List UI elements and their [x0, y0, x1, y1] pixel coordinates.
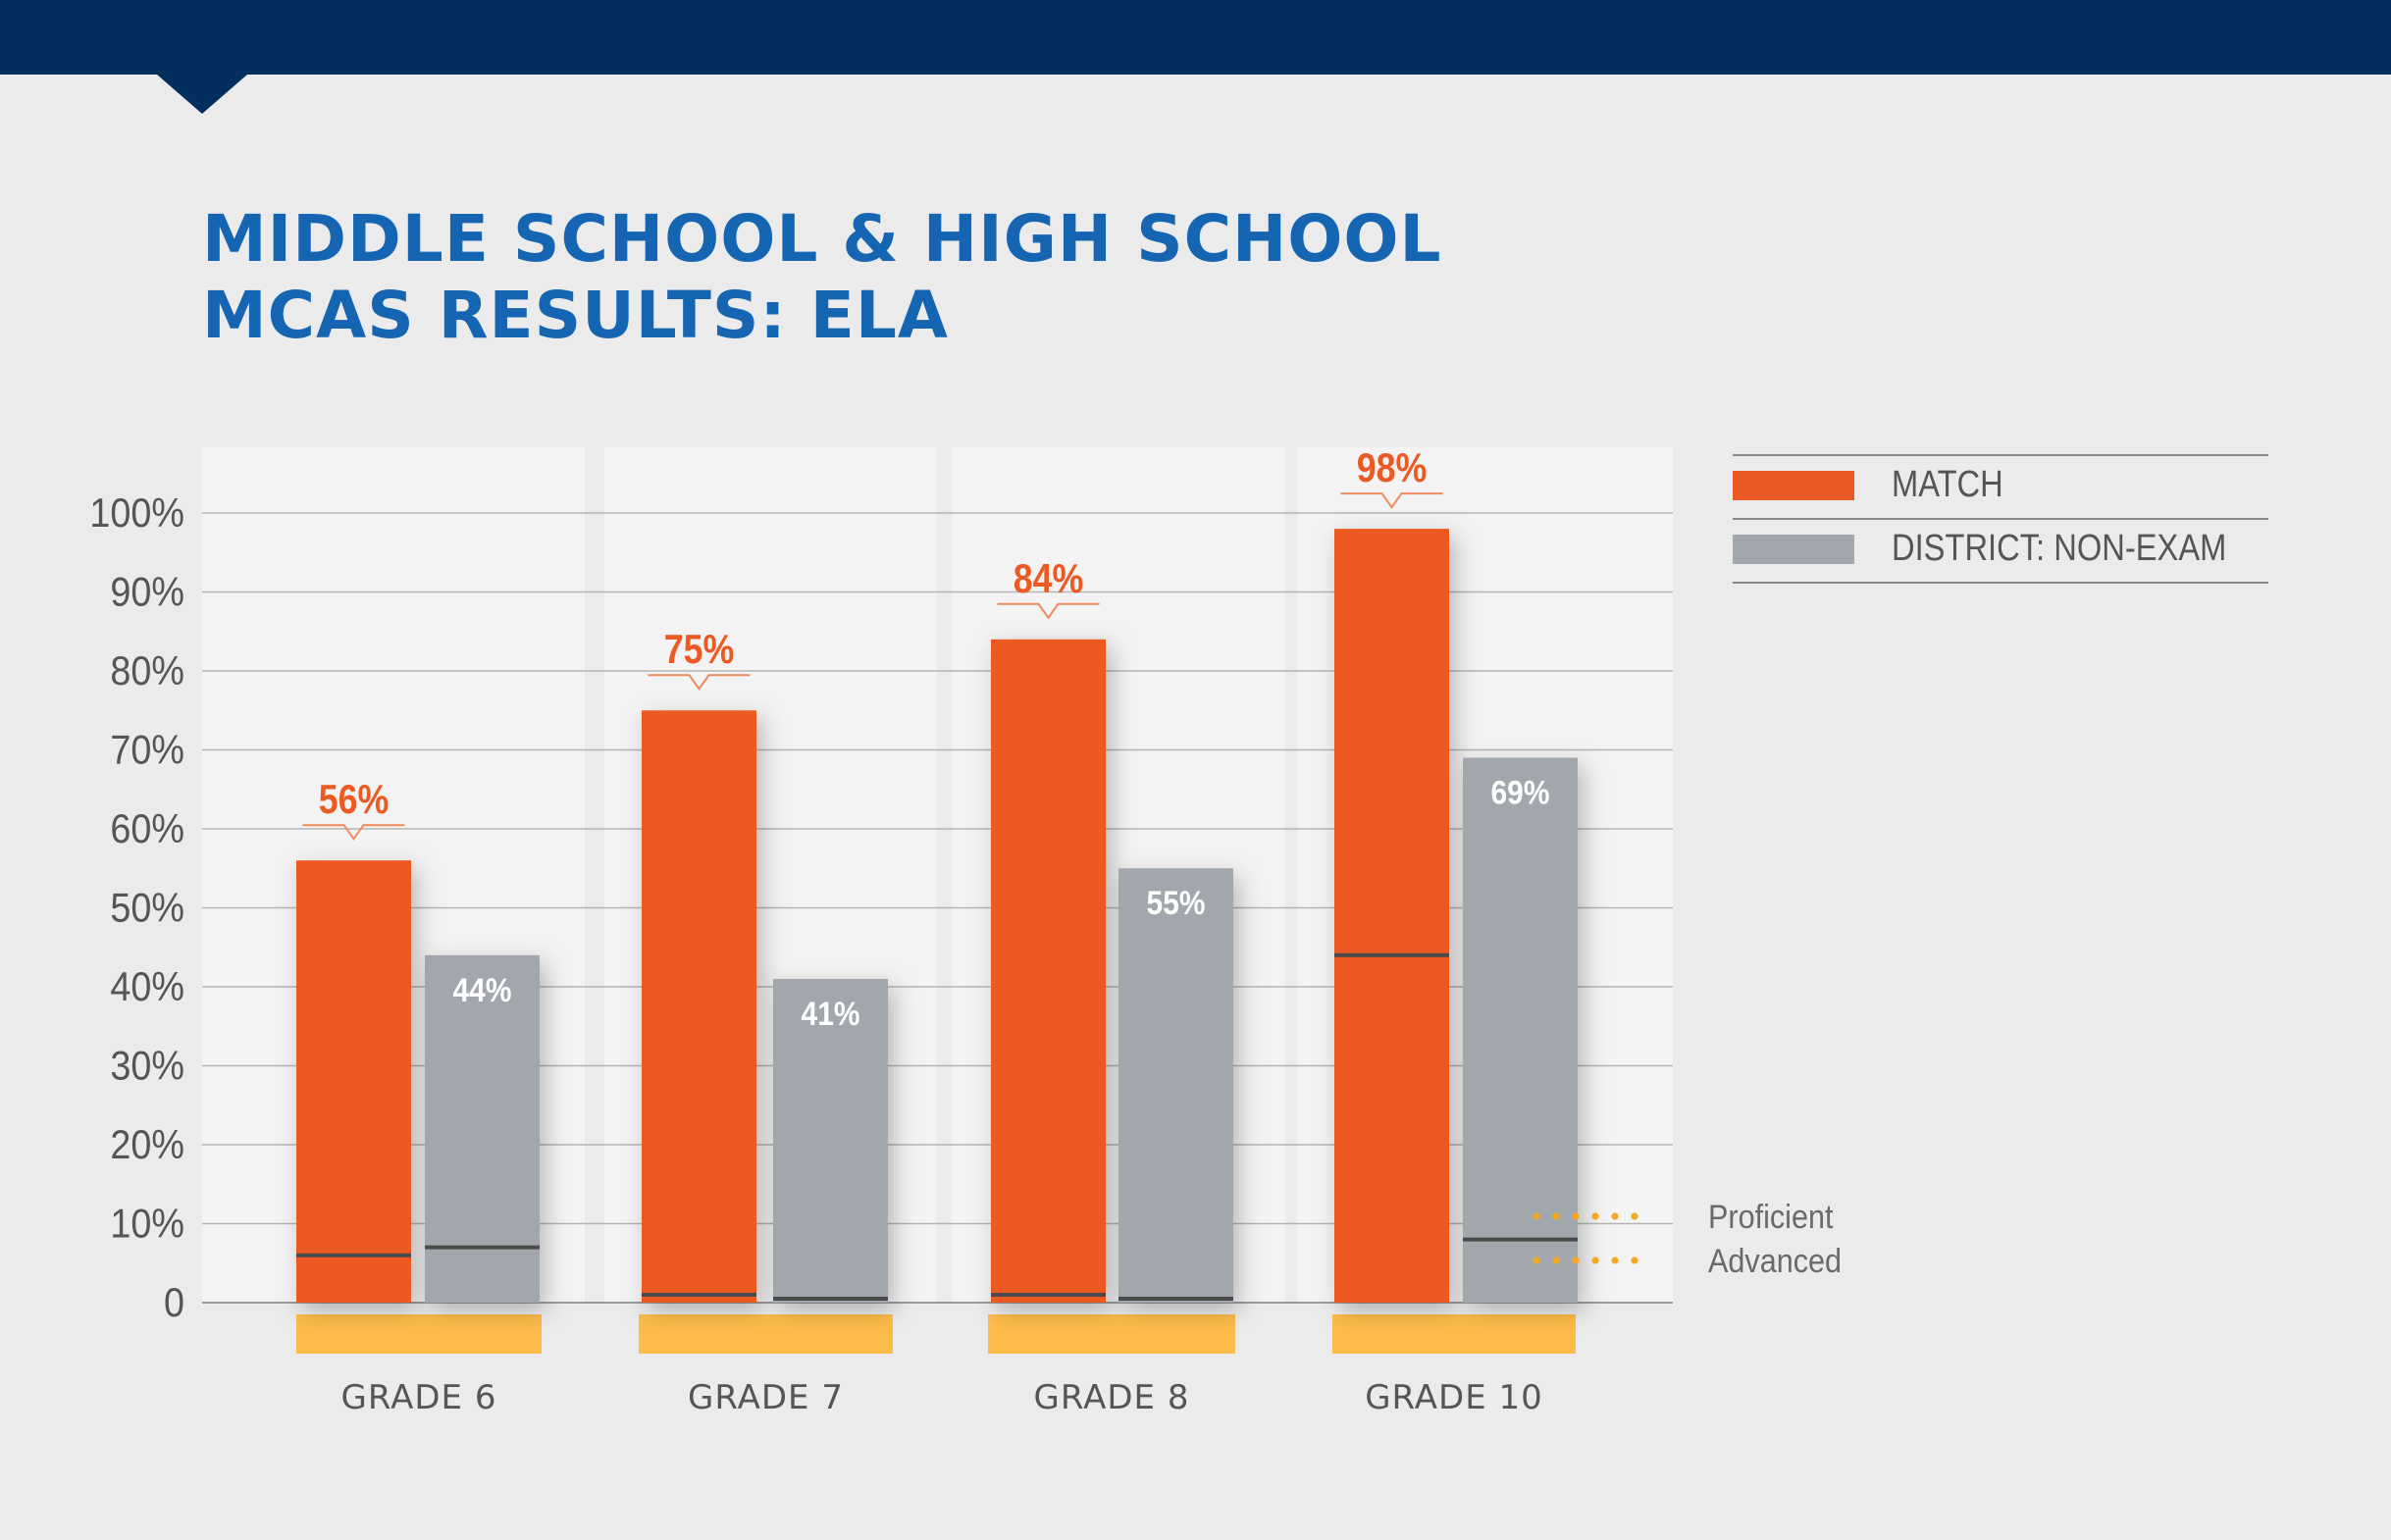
legend: MATCH DISTRICT: NON-EXAM: [1733, 454, 2268, 584]
category-band-1: [639, 1314, 893, 1354]
annotation-dot-1-2: [1572, 1257, 1580, 1264]
annotation-dot-0-2: [1572, 1212, 1580, 1220]
legend-swatch-match: [1733, 471, 1854, 500]
annotation-label-0: Proficient: [1708, 1199, 1834, 1236]
district-bar-0: [425, 954, 540, 1303]
y-tick-label-9: 90%: [110, 570, 184, 615]
match-value-label-0: 56%: [319, 778, 389, 823]
annotation-dot-1-3: [1591, 1257, 1599, 1264]
match-bar-2: [991, 639, 1106, 1303]
category-label-2: GRADE 8: [1034, 1378, 1190, 1417]
district-bar-1: [773, 978, 888, 1303]
district-value-label-2: 55%: [1147, 884, 1206, 921]
category-band-0: [296, 1314, 542, 1354]
annotation-dot-1-5: [1631, 1257, 1638, 1264]
annotation-advanced: Advanced: [1533, 1243, 1842, 1280]
annotation-proficient: Proficient: [1533, 1199, 1834, 1236]
annotation-dot-1-0: [1533, 1257, 1540, 1264]
y-tick-label-6: 60%: [110, 806, 184, 851]
match-bar-3: [1334, 529, 1449, 1303]
legend-item-district: DISTRICT: NON-EXAM: [1733, 518, 2268, 584]
header-notch: [157, 75, 247, 114]
y-tick-label-0: 0: [164, 1280, 184, 1325]
y-tick-label-3: 30%: [110, 1044, 184, 1089]
annotation-dot-1-4: [1611, 1257, 1619, 1264]
y-tick-label-2: 20%: [110, 1122, 184, 1167]
annotation-dot-0-5: [1631, 1212, 1638, 1220]
district-value-label-3: 69%: [1491, 774, 1550, 811]
category-label-3: GRADE 10: [1365, 1378, 1543, 1417]
y-tick-label-5: 50%: [110, 886, 184, 931]
y-tick-label-4: 40%: [110, 964, 184, 1009]
legend-swatch-district: [1733, 535, 1854, 564]
category-label-1: GRADE 7: [688, 1378, 844, 1417]
header-bar: [0, 0, 2391, 75]
match-callout-pointer-2: [997, 602, 1100, 620]
annotation-dot-0-3: [1591, 1212, 1599, 1220]
match-callout-pointer-0: [302, 824, 405, 841]
match-value-label-2: 84%: [1014, 556, 1083, 601]
y-tick-label-1: 10%: [110, 1202, 184, 1247]
annotation-dot-0-4: [1611, 1212, 1619, 1220]
match-bar-0: [296, 860, 411, 1303]
title-line-2: MCAS RESULTS: ELA: [202, 278, 950, 353]
match-callout-pointer-3: [1340, 492, 1443, 509]
match-value-label-1: 75%: [664, 628, 734, 673]
legend-label-district: DISTRICT: NON-EXAM: [1892, 528, 2227, 569]
annotation-dot-1-1: [1552, 1257, 1560, 1264]
category-band-3: [1332, 1314, 1576, 1354]
y-tick-label-8: 80%: [110, 648, 184, 693]
annotation-label-1: Advanced: [1708, 1243, 1842, 1280]
match-value-label-3: 98%: [1357, 445, 1427, 490]
district-bar-2: [1118, 868, 1233, 1303]
district-value-label-0: 44%: [453, 971, 512, 1008]
chart-title: MIDDLE SCHOOL & HIGH SCHOOL MCAS RESULTS…: [202, 201, 1442, 354]
title-line-1: MIDDLE SCHOOL & HIGH SCHOOL: [202, 201, 1442, 277]
match-callout-pointer-1: [648, 674, 751, 691]
match-bar-1: [642, 710, 756, 1303]
category-band-2: [988, 1314, 1235, 1354]
legend-item-match: MATCH: [1733, 454, 2268, 518]
annotation-dot-0-1: [1552, 1212, 1560, 1220]
category-label-0: GRADE 6: [341, 1378, 497, 1417]
y-tick-label-7: 70%: [110, 728, 184, 773]
district-bar-3: [1463, 757, 1578, 1303]
legend-label-match: MATCH: [1892, 464, 2003, 505]
annotation-dot-0-0: [1533, 1212, 1540, 1220]
y-tick-label-10: 100%: [89, 490, 184, 536]
district-value-label-1: 41%: [802, 995, 860, 1032]
